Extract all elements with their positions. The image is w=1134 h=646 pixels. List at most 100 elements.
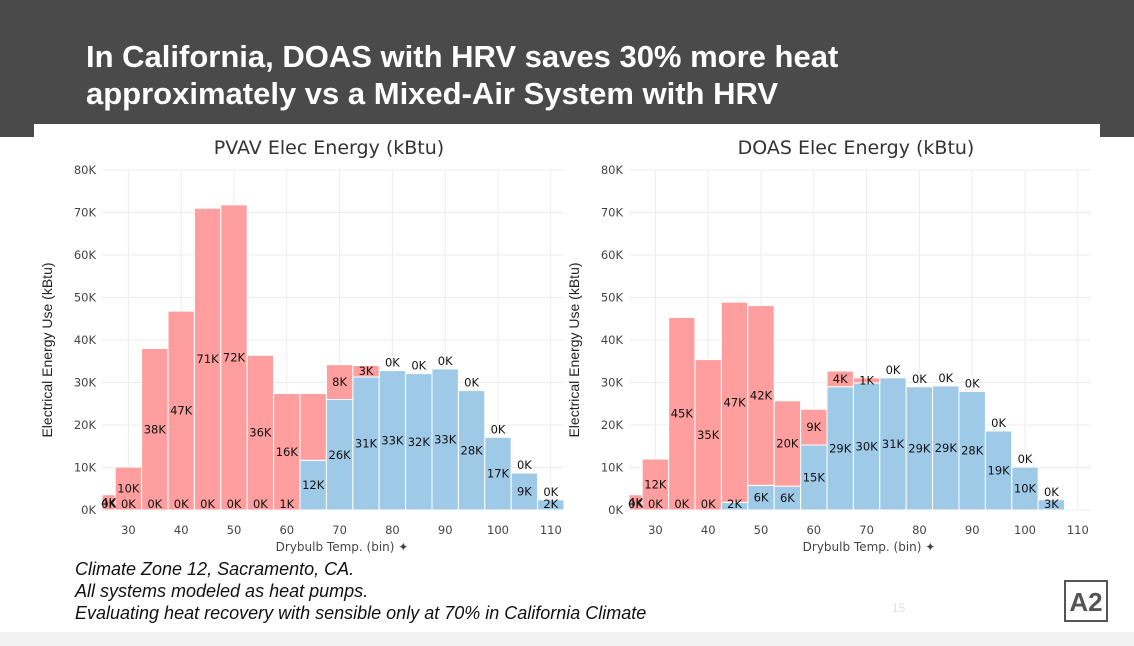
pvav-y-tick-label: 40K xyxy=(74,333,97,347)
doas-y-tick-label: 20K xyxy=(601,418,624,432)
doas-data-label: 0K xyxy=(1018,452,1033,466)
doas-data-label: 29K xyxy=(829,441,852,455)
pvav-data-label: 8K xyxy=(332,375,347,389)
pvav-data-label: 0K xyxy=(491,422,506,436)
footer-line2: All systems modeled as heat pumps. xyxy=(75,581,369,601)
doas-x-tick-label: 50 xyxy=(754,523,769,537)
doas-bar-cooling xyxy=(932,385,960,511)
doas-data-label: 0K xyxy=(886,363,901,377)
pvav-data-label: 36K xyxy=(249,426,272,440)
doas-bar-heating xyxy=(641,458,670,511)
doas-chart-title: DOAS Elec Energy (kBtu) xyxy=(738,137,975,159)
pvav-data-label: 0K xyxy=(543,485,558,499)
doas-data-label: 20K xyxy=(776,436,799,450)
pvav-data-label: 0K xyxy=(200,497,215,511)
pvav-data-label: 0K xyxy=(438,354,453,368)
doas-data-label: 29K xyxy=(935,441,958,455)
doas-y-axis-label: Electrical Energy Use (kBtu) xyxy=(566,262,582,437)
pvav-data-label: 0K xyxy=(517,458,532,472)
page-number: 15 xyxy=(892,601,906,615)
doas-data-label: 29K xyxy=(908,441,931,455)
pvav-data-label: 0K xyxy=(464,376,479,390)
pvav-data-label: 16K xyxy=(276,445,299,459)
doas-data-label: 0K xyxy=(674,497,689,511)
pvav-bar-heating xyxy=(352,365,380,378)
bottom-strip xyxy=(0,632,1134,646)
doas-bar-cooling xyxy=(905,386,934,511)
pvav-y-tick-label: 10K xyxy=(74,461,97,475)
doas-data-label: 42K xyxy=(750,388,773,402)
doas-x-tick-label: 60 xyxy=(806,523,821,537)
pvav-x-tick-label: 30 xyxy=(121,523,136,537)
pvav-x-tick-label: 80 xyxy=(385,523,400,537)
doas-data-label: 4K xyxy=(628,495,643,509)
pvav-data-label: 38K xyxy=(144,422,167,436)
doas-y-tick-label: 70K xyxy=(601,206,624,220)
pvav-data-label: 33K xyxy=(434,432,457,446)
doas-x-axis-label: Drybulb Temp. (bin) ✦ xyxy=(803,540,936,554)
pvav-bars xyxy=(101,204,565,511)
doas-x-tick-label: 40 xyxy=(701,523,716,537)
pvav-data-label: 72K xyxy=(223,350,246,364)
slide-title: In California, DOAS with HRV saves 30% m… xyxy=(86,38,1086,112)
a2-logo: A2 xyxy=(1064,580,1108,622)
pvav-data-label: 47K xyxy=(170,404,193,418)
pvav-y-tick-label: 0K xyxy=(81,503,96,517)
pvav-bar-heating xyxy=(299,393,327,461)
pvav-data-label: 28K xyxy=(461,443,484,457)
pvav-y-tick-label: 70K xyxy=(74,206,97,220)
pvav-data-label: 71K xyxy=(197,352,220,366)
pvav-x-tick-label: 50 xyxy=(227,523,242,537)
pvav-bar-heating xyxy=(273,393,301,511)
doas-data-label: 0K xyxy=(648,497,663,511)
pvav-x-tick-label: 60 xyxy=(279,523,294,537)
doas-data-label: 0K xyxy=(701,497,716,511)
pvav-data-label: 10K xyxy=(117,482,140,496)
doas-bar-cooling xyxy=(826,386,854,511)
doas-bar-heating xyxy=(747,305,775,486)
pvav-data-label: 31K xyxy=(355,436,378,450)
pvav-data-label: 1K xyxy=(279,497,294,511)
pvav-y-tick-label: 80K xyxy=(74,163,97,177)
doas-bars xyxy=(628,301,1066,511)
doas-data-label: 0K xyxy=(1044,485,1059,499)
pvav-data-label: 0K xyxy=(121,497,136,511)
slide-title-line1: In California, DOAS with HRV saves 30% m… xyxy=(86,39,839,74)
pvav-data-label: 0K xyxy=(385,356,400,370)
pvav-bar-cooling xyxy=(537,499,565,511)
pvav-x-tick-label: 40 xyxy=(174,523,189,537)
pvav-data-label: 12K xyxy=(302,478,325,492)
doas-data-label: 0K xyxy=(991,416,1006,430)
pvav-y-tick-label: 20K xyxy=(74,418,97,432)
doas-chart: DOAS Elec Energy (kBtu) 0K 0K 0K 0K 2K 6K 6K 15K… xyxy=(561,124,1101,558)
pvav-data-label: 0K xyxy=(253,497,268,511)
pvav-data-label: 0K xyxy=(101,497,116,511)
doas-y-tick-label: 10K xyxy=(601,461,624,475)
pvav-data-label: 0K xyxy=(174,497,189,511)
doas-x-tick-label: 70 xyxy=(859,523,874,537)
doas-data-label: 19K xyxy=(988,463,1011,477)
doas-data-label: 0K xyxy=(938,371,953,385)
pvav-y-axis-label: Electrical Energy Use (kBtu) xyxy=(39,262,55,437)
footer-line1: Climate Zone 12, Sacramento, CA. xyxy=(75,559,355,579)
pvav-data-label: 3K xyxy=(359,364,374,378)
doas-x-tick-label: 100 xyxy=(1014,523,1036,537)
pvav-chart: PVAV Elec Energy (kBtu) 0K 0K 0K 0K 0K 0K 0K 1K 1… xyxy=(34,124,574,558)
doas-data-label: 0K xyxy=(965,376,980,390)
doas-data-label: 3K xyxy=(1044,497,1059,511)
pvav-data-label: 0K xyxy=(227,497,242,511)
doas-x-tick-label: 30 xyxy=(648,523,663,537)
doas-y-tick-label: 80K xyxy=(601,163,624,177)
pvav-data-label: 0K xyxy=(411,359,426,373)
doas-data-label: 12K xyxy=(644,478,667,492)
doas-data-label: 30K xyxy=(856,439,879,453)
doas-data-label: 6K xyxy=(780,491,795,505)
doas-data-label: 10K xyxy=(1014,482,1037,496)
doas-data-label: 31K xyxy=(882,437,905,451)
pvav-y-tick-label: 30K xyxy=(74,376,97,390)
doas-y-tick-label: 0K xyxy=(608,503,623,517)
doas-bar-cooling xyxy=(958,390,986,511)
doas-bar-heating xyxy=(720,301,749,503)
